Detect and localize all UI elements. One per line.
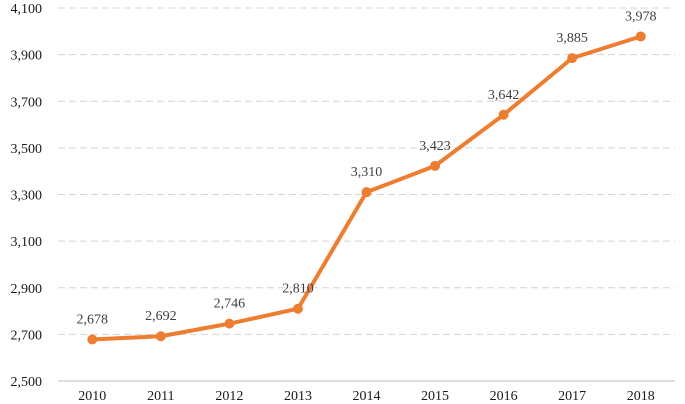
y-tick-label: 2,700 — [11, 328, 43, 343]
x-tick-label: 2017 — [558, 389, 586, 404]
data-point-marker — [155, 331, 166, 342]
x-tick-label: 2015 — [421, 389, 449, 404]
data-label: 3,310 — [351, 165, 383, 180]
y-tick-label: 4,100 — [11, 2, 43, 17]
x-tick-label: 2014 — [353, 389, 381, 404]
y-tick-label: 3,300 — [11, 189, 43, 204]
data-point-marker — [361, 187, 372, 198]
y-tick-label: 3,900 — [11, 49, 43, 64]
x-axis: 2010 2011 2012 2013 2014 2015 2016 2017 2018 — [58, 380, 675, 404]
data-point-marker — [292, 303, 303, 314]
x-tick-label: 2013 — [284, 389, 312, 404]
y-tick-label: 3,700 — [11, 95, 43, 110]
data-label: 3,885 — [556, 31, 588, 46]
data-label: 2,810 — [282, 282, 314, 297]
data-point-marker — [498, 109, 509, 120]
data-label: 3,642 — [488, 88, 520, 103]
y-tick-label: 2,900 — [11, 282, 43, 297]
data-point-marker — [224, 318, 235, 329]
data-point-marker — [567, 53, 578, 64]
y-tick-label: 2,500 — [11, 375, 43, 390]
data-label: 2,692 — [145, 309, 177, 324]
data-point-marker — [635, 31, 646, 42]
y-tick-label: 3,100 — [11, 235, 43, 250]
data-point-marker — [87, 334, 98, 345]
x-tick-label: 2016 — [490, 389, 518, 404]
y-tick-label: 3,500 — [11, 142, 43, 157]
y-axis: 2,500 2,700 2,900 3,100 3,300 3,500 3,700 3,900… — [11, 2, 43, 390]
data-label: 2,678 — [77, 313, 109, 328]
data-point-marker — [430, 160, 441, 171]
x-tick-label: 2010 — [78, 389, 106, 404]
series-line-group — [87, 31, 646, 345]
x-tick-label: 2011 — [147, 389, 174, 404]
x-tick-label: 2018 — [627, 389, 655, 404]
data-label: 3,423 — [419, 139, 451, 154]
data-label: 3,978 — [625, 9, 657, 24]
data-label: 2,746 — [214, 297, 246, 312]
data-labels: 2,678 2,692 2,746 2,810 3,310 3,423 3,642 3,885… — [77, 9, 657, 327]
x-tick-label: 2012 — [215, 389, 243, 404]
